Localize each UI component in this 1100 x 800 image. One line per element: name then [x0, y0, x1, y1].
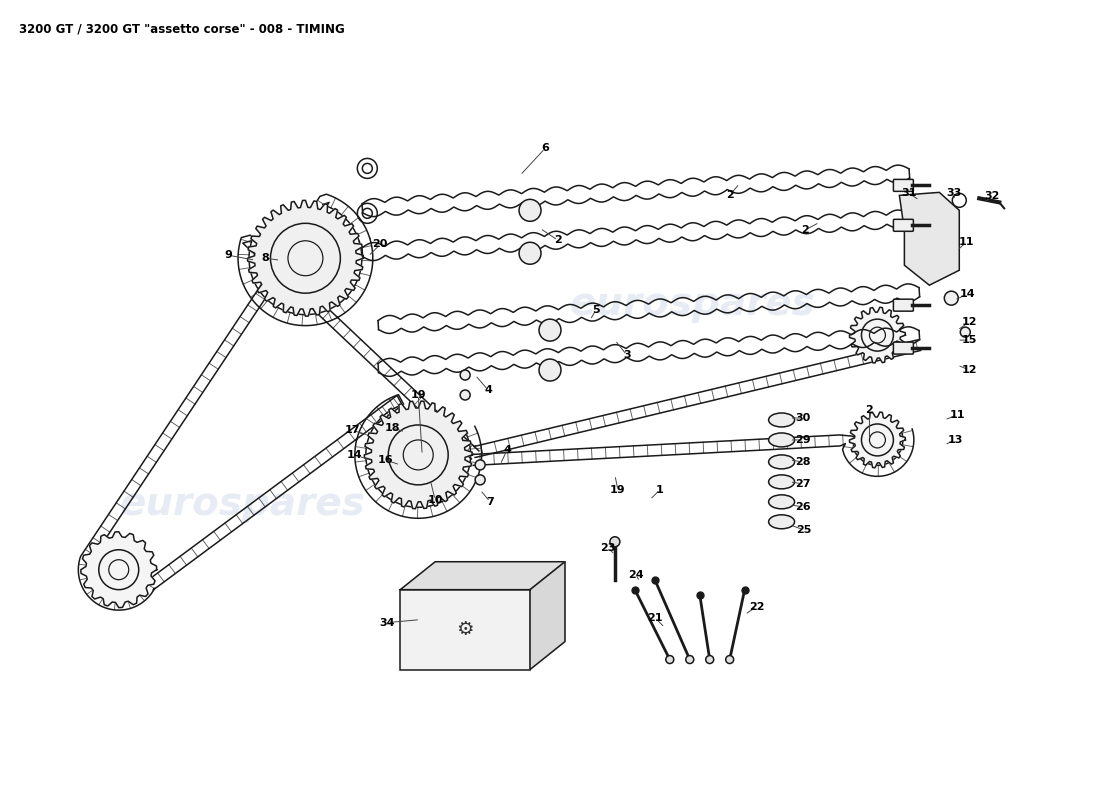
- Text: 19: 19: [410, 390, 426, 400]
- Text: 2: 2: [726, 190, 734, 200]
- FancyBboxPatch shape: [893, 342, 913, 354]
- Circle shape: [460, 390, 470, 400]
- Text: 14: 14: [959, 289, 975, 299]
- Text: 19: 19: [610, 485, 626, 495]
- Text: 34: 34: [379, 618, 395, 628]
- Circle shape: [460, 370, 470, 380]
- Polygon shape: [80, 532, 156, 608]
- Text: 10: 10: [428, 495, 443, 505]
- Polygon shape: [849, 412, 905, 468]
- Text: 12: 12: [961, 317, 977, 327]
- Circle shape: [519, 199, 541, 222]
- Circle shape: [539, 319, 561, 341]
- Ellipse shape: [769, 495, 794, 509]
- Circle shape: [944, 291, 958, 305]
- FancyBboxPatch shape: [893, 299, 913, 311]
- Text: 4: 4: [503, 445, 512, 455]
- Circle shape: [475, 460, 485, 470]
- Text: 9: 9: [224, 250, 232, 260]
- Text: 30: 30: [795, 413, 811, 423]
- Text: 16: 16: [377, 455, 393, 465]
- Ellipse shape: [769, 413, 794, 427]
- Polygon shape: [849, 307, 905, 363]
- Ellipse shape: [769, 475, 794, 489]
- Text: 12: 12: [961, 365, 977, 375]
- FancyBboxPatch shape: [893, 179, 913, 191]
- Circle shape: [539, 359, 561, 381]
- Circle shape: [706, 655, 714, 663]
- Text: 25: 25: [796, 525, 811, 534]
- Text: 32: 32: [984, 191, 1000, 202]
- Text: 13: 13: [947, 435, 962, 445]
- Polygon shape: [900, 192, 959, 285]
- Polygon shape: [530, 562, 565, 670]
- Text: 18: 18: [385, 423, 400, 433]
- Text: 31: 31: [902, 188, 917, 198]
- Circle shape: [960, 327, 970, 337]
- FancyBboxPatch shape: [400, 590, 530, 670]
- Text: 7: 7: [486, 497, 494, 507]
- Text: 22: 22: [749, 602, 764, 612]
- Text: 21: 21: [647, 613, 662, 622]
- Text: 20: 20: [373, 239, 388, 250]
- Ellipse shape: [769, 433, 794, 447]
- Circle shape: [609, 537, 620, 546]
- Text: 6: 6: [541, 143, 549, 154]
- Polygon shape: [400, 562, 565, 590]
- Text: 2: 2: [801, 226, 808, 235]
- Circle shape: [666, 655, 674, 663]
- Text: 8: 8: [262, 254, 270, 263]
- Text: eurospares: eurospares: [120, 485, 365, 523]
- Text: 24: 24: [628, 570, 643, 580]
- Text: 5: 5: [592, 305, 600, 315]
- Ellipse shape: [769, 515, 794, 529]
- Text: 3: 3: [623, 350, 630, 360]
- Text: 23: 23: [601, 542, 616, 553]
- FancyBboxPatch shape: [893, 219, 913, 231]
- Text: 3200 GT / 3200 GT "assetto corse" - 008 - TIMING: 3200 GT / 3200 GT "assetto corse" - 008 …: [19, 22, 344, 36]
- Text: 28: 28: [795, 457, 811, 467]
- Text: 26: 26: [794, 502, 811, 512]
- Text: 33: 33: [947, 188, 961, 198]
- Polygon shape: [364, 401, 472, 509]
- Text: 15: 15: [961, 335, 977, 345]
- Circle shape: [685, 655, 694, 663]
- Text: eurospares: eurospares: [570, 285, 815, 323]
- Text: 11: 11: [958, 238, 974, 247]
- Text: 4: 4: [484, 385, 492, 395]
- Text: 29: 29: [794, 435, 811, 445]
- Ellipse shape: [769, 455, 794, 469]
- Text: 2: 2: [866, 405, 873, 415]
- Text: 17: 17: [344, 425, 360, 435]
- Text: 1: 1: [656, 485, 663, 495]
- Circle shape: [519, 242, 541, 264]
- Text: 27: 27: [795, 479, 811, 489]
- Text: 11: 11: [949, 410, 965, 420]
- Text: 2: 2: [554, 235, 562, 246]
- Text: 14: 14: [346, 450, 362, 460]
- Text: ⚙: ⚙: [456, 620, 474, 639]
- Polygon shape: [248, 200, 363, 316]
- Circle shape: [475, 475, 485, 485]
- Circle shape: [726, 655, 734, 663]
